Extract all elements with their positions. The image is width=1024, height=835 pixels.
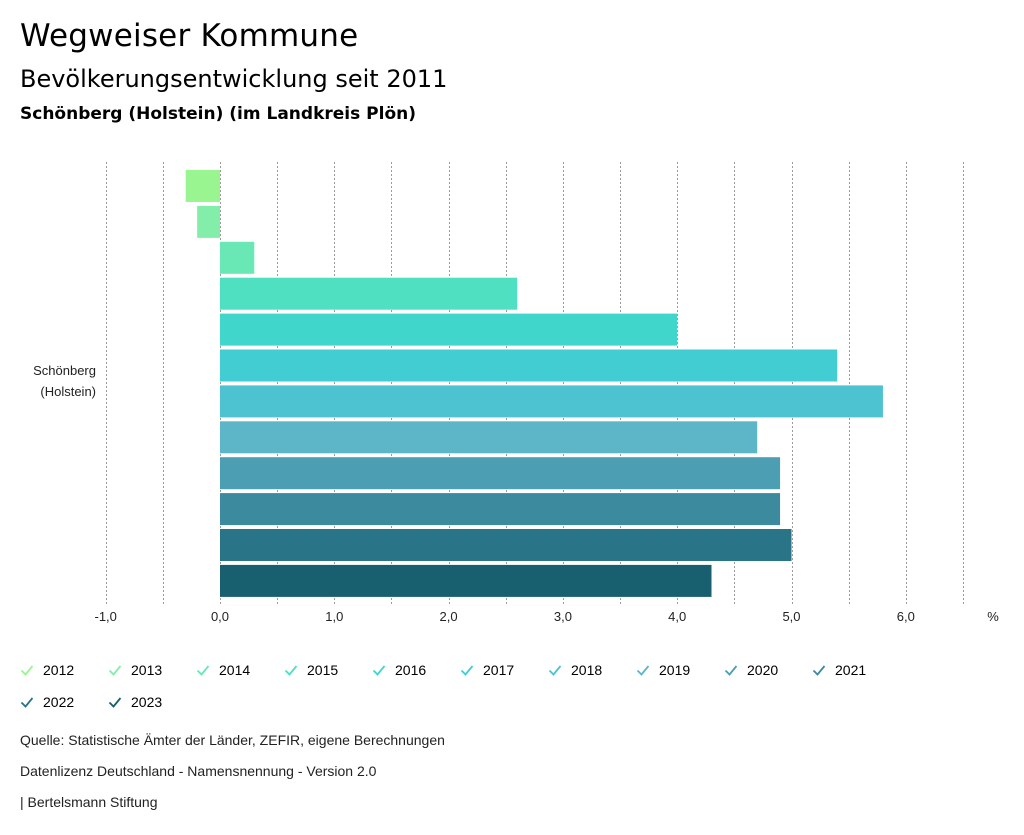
legend-label: 2014 [219, 662, 251, 678]
bar-2020 [220, 457, 781, 490]
legend-item-2023[interactable]: 2023 [108, 691, 162, 713]
checkmark-icon [196, 665, 210, 676]
bar-2019 [220, 421, 758, 454]
legend-item-2016[interactable]: 2016 [372, 659, 426, 681]
x-tick-label: 5,0 [782, 609, 800, 624]
legend-label: 2013 [131, 662, 163, 678]
license-text: Datenlizenz Deutschland - Namensnennung … [20, 763, 377, 779]
checkmark-icon [724, 665, 738, 676]
legend-item-2019[interactable]: 2019 [636, 659, 690, 681]
legend-label: 2017 [483, 662, 515, 678]
legend-label: 2018 [571, 662, 603, 678]
legend-item-2018[interactable]: 2018 [548, 659, 602, 681]
legend-label: 2019 [659, 662, 691, 678]
bar-2016 [220, 313, 678, 346]
x-tick-label: 3,0 [554, 609, 572, 624]
legend-item-2021[interactable]: 2021 [812, 659, 866, 681]
x-tick-label: 1,0 [325, 609, 343, 624]
bar-2015 [220, 277, 518, 310]
checkmark-icon [20, 697, 34, 708]
bar-2018 [220, 385, 883, 418]
x-tick-label: -1,0 [94, 609, 116, 624]
bar-2013 [197, 205, 220, 238]
legend-item-2022[interactable]: 2022 [20, 691, 74, 713]
chart-subtitle: Bevölkerungsentwicklung seit 2011 [20, 65, 448, 93]
legend-label: 2016 [395, 662, 427, 678]
checkmark-icon [284, 665, 298, 676]
bar-2017 [220, 349, 838, 382]
legend-item-2020[interactable]: 2020 [724, 659, 778, 681]
legend-item-2013[interactable]: 2013 [108, 659, 162, 681]
x-unit-label: % [987, 609, 999, 624]
bar-2023 [220, 564, 712, 597]
x-tick-label: 0,0 [211, 609, 229, 624]
legend-label: 2012 [43, 662, 75, 678]
checkmark-icon [108, 697, 122, 708]
category-label: Schönberg (Holstein) [33, 363, 96, 399]
publisher-text: | Bertelsmann Stiftung [20, 794, 158, 810]
checkmark-icon [636, 665, 650, 676]
x-tick-label: 4,0 [668, 609, 686, 624]
checkmark-icon [548, 665, 562, 676]
source-text: Quelle: Statistische Ämter der Länder, Z… [20, 732, 445, 748]
bar-2014 [220, 241, 255, 274]
bar-2012 [185, 170, 220, 202]
x-tick-label: 6,0 [897, 609, 915, 624]
bar-2022 [220, 529, 792, 561]
legend-item-2014[interactable]: 2014 [196, 659, 250, 681]
checkmark-icon [20, 665, 34, 676]
checkmark-icon [460, 665, 474, 676]
checkmark-icon [372, 665, 386, 676]
chart-title: Wegweiser Kommune [20, 18, 359, 54]
legend-item-2012[interactable]: 2012 [20, 659, 74, 681]
legend-label: 2021 [835, 662, 867, 678]
legend-label: 2015 [307, 662, 339, 678]
legend-label: 2020 [747, 662, 779, 678]
legend-item-2017[interactable]: 2017 [460, 659, 514, 681]
checkmark-icon [812, 665, 826, 676]
legend-label: 2023 [131, 694, 163, 710]
x-tick-label: 2,0 [440, 609, 458, 624]
region-name: Schönberg (Holstein) (im Landkreis Plön) [20, 104, 416, 124]
legend-item-2015[interactable]: 2015 [284, 659, 338, 681]
bar-2021 [220, 493, 781, 526]
checkmark-icon [108, 665, 122, 676]
legend-label: 2022 [43, 694, 75, 710]
bar-chart: -1,0 0,0 1,0 2,0 3,0 4,0 5,0 6,0 % Schönberg (Hols… [33, 162, 999, 624]
